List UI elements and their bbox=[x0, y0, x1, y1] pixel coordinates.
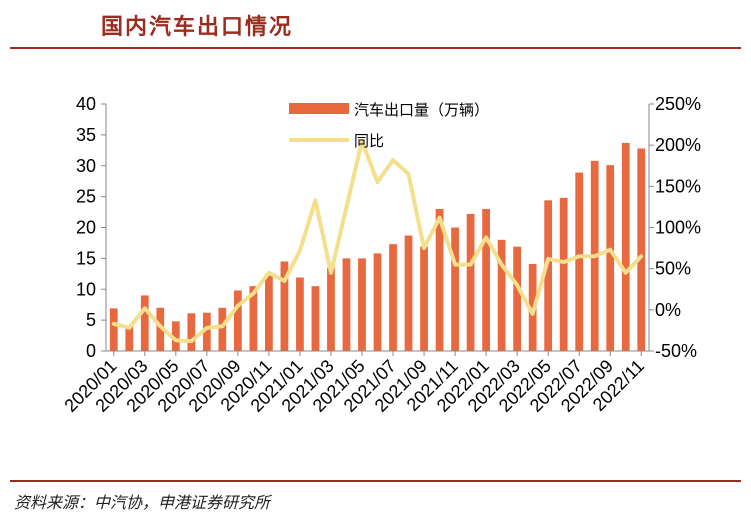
left-tick-label: 30 bbox=[76, 156, 96, 176]
left-tick-label: 0 bbox=[86, 341, 96, 361]
right-tick-label: 200% bbox=[655, 135, 701, 155]
bar-2020/12 bbox=[280, 261, 289, 351]
bar-2021/04 bbox=[342, 258, 351, 351]
bar-2022/05 bbox=[544, 200, 553, 351]
bar-2020/10 bbox=[249, 286, 258, 351]
page-title: 国内汽车出口情况 bbox=[101, 14, 294, 40]
bar-2021/02 bbox=[311, 286, 320, 351]
bar-2021/12 bbox=[466, 213, 475, 351]
bar-2022/01 bbox=[482, 208, 490, 351]
legend-bar-label: 汽车出口量（万辆） bbox=[354, 102, 489, 119]
right-tick-label: 100% bbox=[655, 218, 701, 238]
left-tick-label: 15 bbox=[76, 248, 96, 268]
bar-2021/01 bbox=[296, 277, 304, 351]
right-tick-label: 50% bbox=[655, 259, 691, 279]
footer-divider bbox=[10, 480, 741, 482]
left-axis-ticks: 0 5 10 15 20 25 30 35 40 bbox=[76, 94, 106, 361]
bar-2020/01 bbox=[109, 308, 118, 351]
left-tick-label: 10 bbox=[76, 279, 96, 299]
bar-2020/03 bbox=[140, 295, 149, 351]
bar-2020/09 bbox=[233, 290, 242, 351]
right-tick-label: 0% bbox=[655, 300, 681, 320]
left-tick-label: 20 bbox=[76, 218, 96, 238]
bar-2021/09 bbox=[420, 246, 428, 351]
title-divider bbox=[10, 47, 741, 49]
right-axis-ticks: -50% 0% 50% 100% 150% 200% 250% bbox=[649, 94, 701, 361]
bar-2020/04 bbox=[156, 307, 165, 351]
bar-2022/06 bbox=[559, 197, 568, 351]
bar-2021/08 bbox=[404, 235, 413, 351]
legend-bar-swatch bbox=[289, 103, 349, 114]
bar-series bbox=[109, 142, 646, 351]
bar-2021/03 bbox=[327, 267, 335, 351]
line-series bbox=[111, 139, 644, 344]
bar-2022/03 bbox=[513, 246, 522, 351]
legend: 汽车出口量（万辆） 同比 bbox=[289, 102, 489, 150]
chart: 0 5 10 15 20 25 30 35 40 -50% 0% 50% 100% 150% 200% 25… bbox=[60, 94, 701, 416]
bar-2021/11 bbox=[451, 227, 459, 351]
bar-2021/10 bbox=[435, 208, 444, 351]
left-tick-label: 40 bbox=[76, 94, 96, 114]
bar-2021/06 bbox=[373, 253, 382, 351]
x-axis-ticks: 2020/012020/032020/052020/072020/092020/… bbox=[60, 351, 648, 416]
bar-2020/11 bbox=[265, 273, 273, 351]
right-tick-label: 150% bbox=[655, 176, 701, 196]
bar-2020/08 bbox=[218, 307, 227, 351]
legend-line-label: 同比 bbox=[354, 133, 384, 150]
bar-2022/11 bbox=[637, 148, 646, 351]
right-tick-label: -50% bbox=[655, 341, 697, 361]
bar-2021/05 bbox=[358, 258, 366, 351]
bar-2020/05 bbox=[171, 321, 180, 351]
bar-2020/07 bbox=[202, 312, 211, 351]
yoy-line bbox=[111, 139, 644, 344]
bar-2022/07 bbox=[575, 172, 584, 351]
bar-2022/09 bbox=[606, 165, 615, 351]
source-note: 资料来源：中汽协，申港证券研究所 bbox=[14, 493, 271, 512]
bar-2021/07 bbox=[389, 244, 397, 351]
left-tick-label: 5 bbox=[86, 310, 96, 330]
left-tick-label: 35 bbox=[76, 125, 96, 145]
right-tick-label: 250% bbox=[655, 94, 701, 114]
bar-2020/02 bbox=[125, 326, 134, 351]
left-tick-label: 25 bbox=[76, 187, 96, 207]
bar-2022/02 bbox=[497, 239, 506, 351]
bar-2020/06 bbox=[187, 313, 196, 351]
bar-2022/10 bbox=[621, 142, 630, 351]
